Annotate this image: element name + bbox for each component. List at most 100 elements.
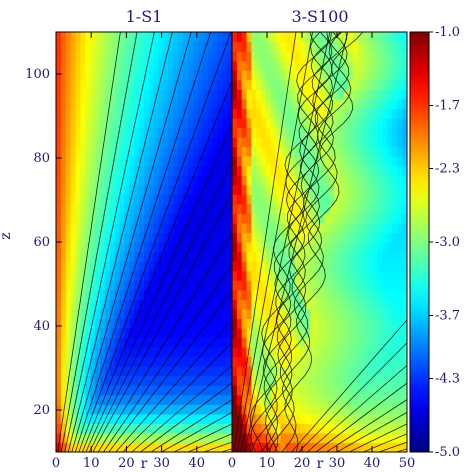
field-cell — [197, 41, 204, 52]
field-cell — [188, 394, 194, 405]
field-cell — [188, 280, 194, 291]
field-cell — [144, 175, 150, 186]
field-cell — [266, 289, 272, 300]
field-cell — [95, 108, 101, 119]
field-cell — [270, 251, 277, 262]
field-cell — [392, 366, 398, 377]
field-cell — [56, 337, 62, 348]
field-cell — [295, 385, 301, 396]
field-cell — [202, 289, 209, 300]
field-cell — [368, 375, 374, 386]
field-cell — [80, 318, 86, 329]
field-cell — [85, 308, 91, 319]
field-cell — [202, 51, 209, 62]
field-cell — [168, 289, 174, 300]
field-cell — [207, 232, 214, 243]
field-cell — [114, 280, 121, 291]
field-cell — [114, 222, 121, 234]
field-cell — [163, 261, 170, 272]
field-cell — [173, 261, 179, 272]
field-cell — [353, 203, 359, 214]
field-cell — [70, 261, 77, 272]
field-cell — [158, 108, 165, 119]
field-cell — [104, 51, 111, 62]
field-cell — [338, 270, 345, 281]
field-cell — [280, 375, 287, 386]
field-cell — [222, 242, 228, 253]
field-cell — [319, 413, 325, 424]
field-cell — [275, 327, 282, 339]
field-cell — [338, 184, 345, 195]
field-cell — [275, 98, 282, 109]
field-cell — [372, 146, 379, 157]
field-cell — [382, 385, 389, 396]
field-cell — [275, 194, 282, 205]
field-cell — [348, 51, 355, 62]
field-cell — [207, 347, 214, 358]
field-cell — [314, 194, 321, 205]
field-cell — [65, 308, 72, 319]
field-cell — [207, 423, 214, 434]
field-cell — [275, 242, 282, 253]
field-cell — [90, 41, 96, 52]
field-cell — [236, 51, 243, 62]
field-cell — [139, 156, 145, 167]
field-cell — [256, 318, 262, 329]
field-cell — [275, 423, 282, 434]
field-cell — [178, 41, 184, 52]
field-cell — [227, 70, 232, 81]
field-cell — [178, 308, 184, 319]
field-cell — [402, 423, 407, 434]
field-cell — [338, 394, 345, 405]
field-cell — [144, 98, 150, 109]
field-cell — [319, 184, 325, 195]
field-cell — [65, 299, 72, 310]
field-cell — [158, 404, 165, 415]
field-cell — [56, 242, 62, 253]
field-cell — [290, 165, 296, 176]
field-cell — [188, 79, 194, 90]
field-cell — [377, 232, 384, 243]
field-cell — [372, 156, 379, 167]
field-cell — [387, 222, 394, 234]
field-cell — [397, 79, 403, 90]
field-cell — [129, 213, 135, 224]
field-cell — [295, 337, 301, 348]
field-cell — [377, 165, 384, 176]
field-cell — [100, 117, 106, 129]
field-cell — [372, 79, 379, 90]
field-cell — [270, 165, 277, 176]
field-cell — [246, 261, 253, 272]
field-cell — [158, 270, 165, 281]
field-cell — [343, 79, 350, 90]
field-cell — [368, 442, 374, 452]
field-cell — [148, 98, 155, 109]
field-cell — [329, 423, 335, 434]
field-cell — [212, 79, 218, 90]
field-cell — [109, 156, 116, 167]
field-cell — [236, 89, 243, 100]
field-cell — [232, 299, 238, 310]
field-cell — [60, 413, 67, 424]
field-cell — [382, 108, 389, 119]
field-cell — [246, 232, 253, 243]
field-cell — [324, 337, 330, 348]
field-cell — [241, 127, 248, 138]
field-cell — [90, 423, 96, 434]
field-cell — [100, 404, 106, 415]
field-cell — [114, 442, 121, 452]
field-cell — [372, 356, 379, 367]
field-cell — [261, 184, 267, 195]
field-cell — [392, 98, 398, 109]
field-cell — [246, 41, 253, 52]
field-cell — [153, 366, 160, 377]
field-cell — [280, 79, 287, 90]
field-cell — [304, 251, 311, 262]
field-cell — [168, 146, 174, 157]
field-cell — [319, 117, 325, 129]
field-cell — [197, 51, 204, 62]
field-cell — [212, 327, 218, 339]
field-cell — [387, 51, 394, 62]
field-cell — [348, 423, 355, 434]
field-cell — [90, 79, 96, 90]
